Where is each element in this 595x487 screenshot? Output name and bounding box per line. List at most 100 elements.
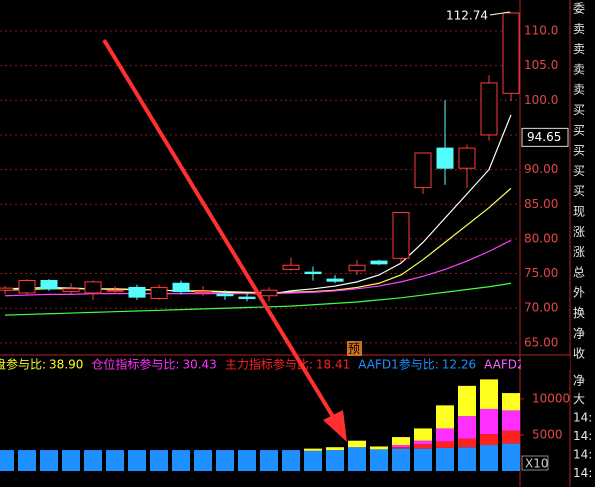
y-tick-label: 110.0 [524,23,558,37]
bar-segment [370,449,388,471]
candle-body [172,282,190,293]
side-label: 涨 [573,244,585,259]
bar-segment [216,450,234,471]
bar-segment [62,450,80,471]
side-label: 14: [573,411,592,425]
bar-segment [370,446,388,450]
bar-segment [502,393,520,411]
candle-body [370,260,388,265]
legend-value: 12.26 [442,358,476,372]
side-label: 涨 [573,224,585,239]
bar-segment [304,448,322,451]
bar-segment [106,450,124,471]
side-bg [571,0,595,487]
candle-body [436,147,454,169]
bar-segment [458,447,476,471]
legend-name: AAFD2: [484,358,529,372]
candle-body [84,281,102,294]
bar-segment [40,450,58,471]
bar-segment [392,445,410,448]
side-label: 卖 [573,83,585,97]
bar-segment [304,450,322,471]
bar-segment [458,416,476,439]
y-tick-label: 105.0 [524,58,558,72]
scale-note-box [521,455,549,471]
bar-segment [414,440,432,445]
side-label: 买 [573,164,585,178]
bar-segment [260,450,278,471]
bar-segment [194,450,212,471]
side-label: 收 [573,347,585,361]
bar-segment [128,450,146,471]
bar-segment [392,437,410,446]
candle-body [194,291,212,294]
legend-value: 38.90 [49,358,83,372]
right-mask [521,356,570,370]
bar-segment [326,447,344,451]
bar-segment [436,405,454,429]
y-tick-label: 90.00 [524,162,558,176]
bar-segment [480,379,498,409]
candle-body [348,264,366,272]
candle-body [480,82,498,136]
y-tick-label: 85.00 [524,197,558,211]
bar-segment [18,450,36,471]
candle-body [304,271,322,275]
scale-note: X10 [525,457,549,471]
bar-segment [502,430,520,444]
arrow-shaft [102,38,337,422]
bar-segment [0,450,14,471]
side-label: 14: [573,429,592,443]
bar-segment [392,447,410,449]
marker-text: 预 [348,342,360,356]
side-label: 委 [573,2,585,16]
marker-box [347,341,362,356]
bar-segment [502,410,520,431]
side-label: 卖 [573,22,585,36]
legend-name: 仓位指标参与比: [91,357,179,372]
side-label: 14: [573,466,592,480]
side-label: 卖 [573,42,585,56]
candle-body [282,264,300,270]
side-label: 卖 [573,62,585,76]
candle-body [18,279,36,294]
side-label: 净 [573,326,585,340]
y-tick-label: 80.00 [524,231,558,245]
side-label: 大 [573,392,585,406]
candle-body [106,289,124,292]
side-label: 买 [573,184,585,198]
legend-value: 30.43 [182,358,216,372]
bar-segment [480,408,498,435]
candle-body [40,279,58,290]
y-tick-label: 100.0 [524,93,558,107]
last-price-box [521,127,569,147]
candle-body [150,286,168,300]
bar-segment [414,448,432,471]
bar-segment [458,385,476,417]
bar-segment [172,450,190,471]
side-label: 买 [573,103,585,117]
arrow-head [323,410,347,442]
candle-body [458,147,476,169]
side-label: 现 [573,205,585,219]
side-label: 总 [573,265,585,279]
legend-name: AAFD1参与比: [358,357,439,372]
side-label: 换 [573,306,585,320]
y-tick-label: 5000 [532,427,563,441]
side-label: 买 [573,144,585,158]
candle-body [260,289,278,297]
candle-body [128,286,146,298]
high-label-line [489,11,511,16]
bar-segment [502,443,520,471]
bar-segment [436,428,454,442]
candle-body [0,287,14,291]
side-label: 14: [573,448,592,462]
candle-body [216,293,234,297]
bar-segment [414,444,432,449]
legend-value: 18.41 [316,358,350,372]
bar-segment [348,447,366,471]
bar-segment [150,450,168,471]
y-tick-label: 10000 [532,391,570,405]
bar-segment [436,441,454,448]
